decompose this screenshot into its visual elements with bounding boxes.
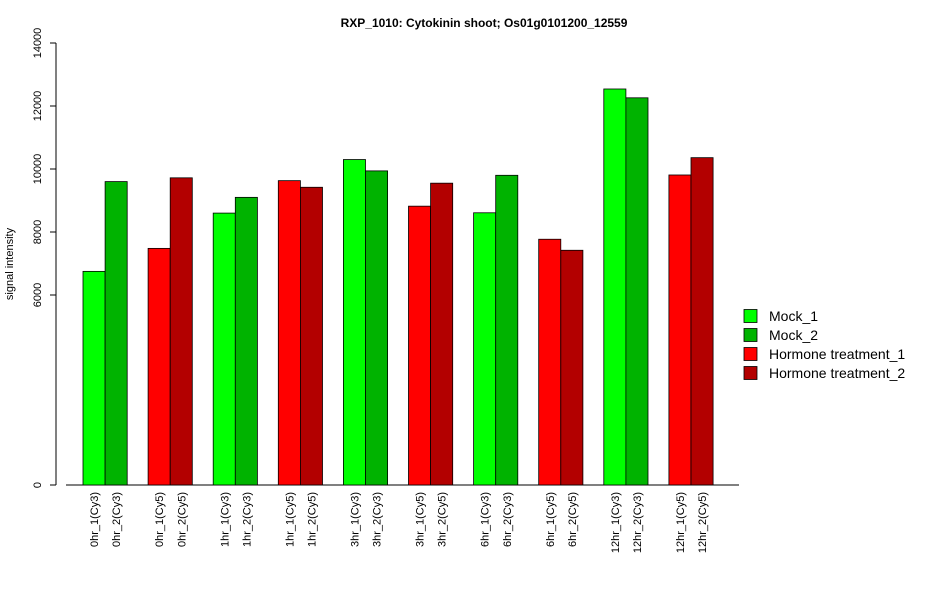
bar-12hr_1(Cy3) xyxy=(603,88,627,486)
bar-12hr_1(Cy5) xyxy=(668,174,692,486)
legend-swatch xyxy=(743,366,758,380)
y-tick-label: 6000 xyxy=(32,283,44,307)
bar-1hr_2(Cy3) xyxy=(234,196,258,486)
chart-title: RXP_1010: Cytokinin shoot; Os01g0101200_… xyxy=(341,16,628,30)
bar-3hr_2(Cy5) xyxy=(430,182,454,486)
bar-6hr_1(Cy5) xyxy=(538,238,562,486)
bar-12hr_2(Cy3) xyxy=(625,97,649,486)
legend-entry: Mock_1 xyxy=(769,308,818,324)
bars xyxy=(82,88,714,486)
y-tick-label: 0 xyxy=(32,482,44,488)
x-tick-label: 0hr_1(Cy3) xyxy=(89,492,101,547)
x-tick-label: 6hr_1(Cy3) xyxy=(480,492,492,547)
bar-6hr_1(Cy3) xyxy=(473,212,497,486)
legend-entry: Hormone treatment_1 xyxy=(769,346,905,362)
x-tick-label: 3hr_2(Cy3) xyxy=(372,492,384,547)
x-tick-label: 12hr_2(Cy5) xyxy=(697,492,709,553)
x-tick-label: 0hr_1(Cy5) xyxy=(154,492,166,547)
x-tick-label: 6hr_2(Cy5) xyxy=(567,492,579,547)
x-tick-label: 12hr_1(Cy3) xyxy=(610,492,622,553)
legend-entry: Mock_2 xyxy=(769,327,818,343)
x-tick-label: 3hr_1(Cy3) xyxy=(349,492,361,547)
x-tick-label: 3hr_2(Cy5) xyxy=(437,492,449,547)
y-tick-label: 8000 xyxy=(32,220,44,244)
bar-3hr_2(Cy3) xyxy=(365,170,389,486)
x-tick-label: 1hr_2(Cy5) xyxy=(306,492,318,547)
bar-1hr_1(Cy3) xyxy=(212,212,236,486)
y-axis: 0 6000 8000 10000 12000 14000 xyxy=(32,28,57,488)
x-tick-label: 12hr_1(Cy5) xyxy=(675,492,687,553)
x-tick-label: 1hr_1(Cy5) xyxy=(284,492,296,547)
bar-3hr_1(Cy5) xyxy=(408,205,432,486)
bar-1hr_1(Cy5) xyxy=(277,180,301,486)
bar-0hr_2(Cy3) xyxy=(104,181,128,486)
bar-0hr_2(Cy5) xyxy=(169,177,193,486)
legend-swatch xyxy=(743,309,758,323)
y-tick-label: 12000 xyxy=(32,91,44,122)
bar-3hr_1(Cy3) xyxy=(342,159,366,486)
legend-entry: Hormone treatment_2 xyxy=(769,365,905,381)
x-tick-label: 3hr_1(Cy5) xyxy=(415,492,427,547)
bar-12hr_2(Cy5) xyxy=(690,157,714,486)
legend: Mock_1 Mock_2 Hormone treatment_1 Hormone t… xyxy=(743,308,905,381)
y-tick-label: 14000 xyxy=(32,28,44,59)
bar-0hr_1(Cy3) xyxy=(82,270,106,486)
x-tick-label: 0hr_2(Cy3) xyxy=(111,492,123,547)
y-axis-label: signal intensity xyxy=(4,227,16,300)
x-tick-label: 6hr_1(Cy5) xyxy=(545,492,557,547)
bar-6hr_2(Cy5) xyxy=(560,249,584,486)
y-tick-label: 10000 xyxy=(32,154,44,185)
x-tick-label: 1hr_1(Cy3) xyxy=(219,492,231,547)
x-tick-labels: 0hr_1(Cy3) 0hr_2(Cy3) 0hr_1(Cy5) 0hr_2(Cy5)… xyxy=(89,492,709,553)
legend-swatch xyxy=(743,347,758,361)
x-tick-label: 1hr_2(Cy3) xyxy=(241,492,253,547)
bar-6hr_2(Cy3) xyxy=(495,174,519,486)
bar-1hr_2(Cy5) xyxy=(299,186,323,486)
x-tick-label: 6hr_2(Cy3) xyxy=(502,492,514,547)
legend-swatch xyxy=(743,328,758,342)
bar-0hr_1(Cy5) xyxy=(147,247,171,486)
x-tick-label: 12hr_2(Cy3) xyxy=(632,492,644,553)
x-tick-label: 0hr_2(Cy5) xyxy=(176,492,188,547)
